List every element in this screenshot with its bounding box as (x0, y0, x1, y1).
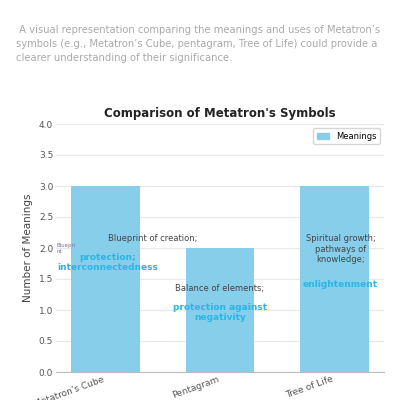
Text: protection;
interconnectedness: protection; interconnectedness (57, 253, 158, 272)
Text: Balance of elements;: Balance of elements; (176, 284, 264, 293)
Text: Blueprint of creation;: Blueprint of creation; (108, 234, 197, 243)
Text: protection against
negativity: protection against negativity (173, 302, 267, 322)
Bar (300, 186, 369, 372)
Bar (186, 248, 254, 372)
Text: Spiritual growth;
pathways of
knowledge;: Spiritual growth; pathways of knowledge; (306, 234, 375, 264)
Text: enlightenment: enlightenment (303, 280, 378, 289)
Title: Comparison of Metatron's Symbols: Comparison of Metatron's Symbols (104, 107, 336, 120)
Legend: Meanings: Meanings (314, 128, 380, 144)
Text: A visual representation comparing the meanings and uses of Metatron’s
symbols (e: A visual representation comparing the me… (16, 25, 380, 64)
Text: Bluepri
nt: Bluepri nt (56, 243, 75, 254)
Y-axis label: Number of Meanings: Number of Meanings (23, 194, 33, 302)
Bar (71, 186, 140, 372)
